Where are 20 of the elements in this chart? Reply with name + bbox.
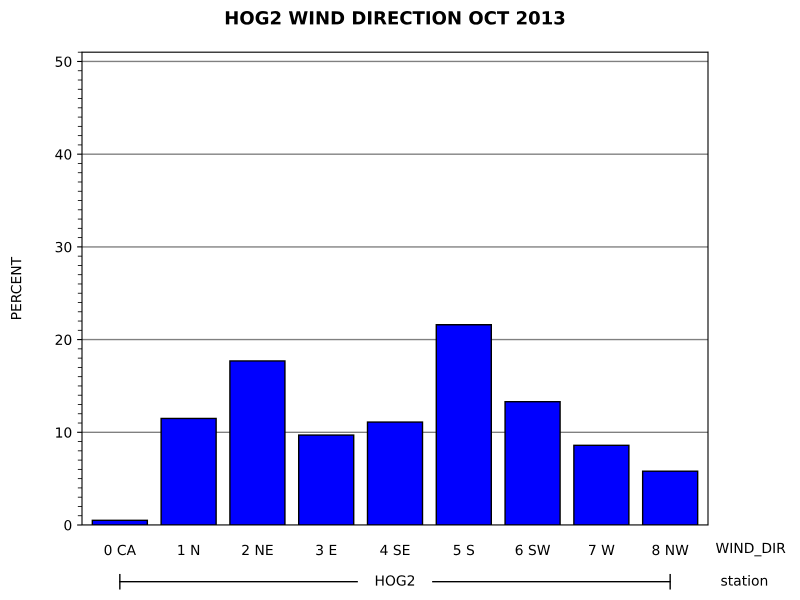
x-tick-label: 6 SW <box>516 544 550 556</box>
y-tick-label: 30 <box>56 242 72 252</box>
x-tick-label: 8 NW <box>652 544 688 556</box>
y-tick-label: 20 <box>56 334 72 346</box>
x-tick-label: 5 S <box>454 544 474 556</box>
y-tick-label: 50 <box>56 56 72 67</box>
chart-title: HOG2 WIND DIRECTION OCT 2013 <box>226 11 564 25</box>
x-tick-label: 7 W <box>589 544 614 555</box>
x-tick-label: 4 SE <box>380 544 410 556</box>
x-axis-title: WIND_DIR <box>716 542 786 556</box>
y-axis-title: PERCENT <box>10 256 22 319</box>
x-tick-label: 0 CA <box>104 544 136 556</box>
text: station <box>721 575 768 586</box>
x-tick-label: 3 E <box>316 544 336 556</box>
x-tick-label: 1 N <box>178 544 200 555</box>
y-tick-label: 40 <box>55 149 72 160</box>
y-tick-label: 10 <box>56 427 72 438</box>
x-tick-label: 2 NE <box>242 544 273 555</box>
text: HOG2 <box>376 575 414 586</box>
y-tick-label: 0 <box>64 520 72 530</box>
